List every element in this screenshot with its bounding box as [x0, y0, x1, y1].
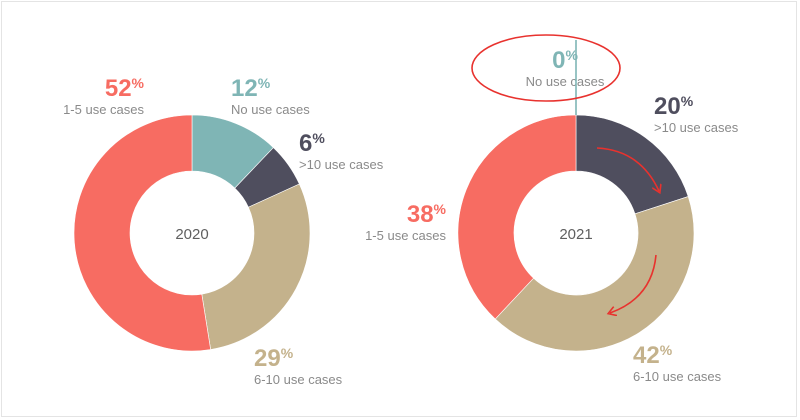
pct-label-2020-no-use-cases: 12%	[231, 75, 271, 102]
shift-arrow-lower	[610, 254, 657, 313]
donut-2021: 2021 0%No use cases 20%>10 use cases 42%6-1…	[365, 47, 739, 384]
donut-2020: 2020 12%No use cases 6%>10 use cases 29%6-1…	[63, 75, 384, 387]
pct-label-2021-gt10-use-cases: 20%	[654, 93, 694, 120]
pct-label-2021-6-10-use-cases: 42%	[633, 342, 673, 369]
slice-2021-6-10-use-cases	[494, 196, 695, 352]
category-label-2021-no-use-cases: No use cases	[526, 74, 605, 89]
shift-arrow-upper	[596, 147, 659, 191]
pct-label-2020-gt10-use-cases: 6%	[299, 130, 325, 157]
center-label-2020: 2020	[175, 226, 208, 243]
pct-label-2020-1-5-use-cases: 52%	[105, 75, 145, 102]
category-label-2020-6-10-use-cases: 6-10 use cases	[254, 372, 343, 387]
pct-label-2021-no-use-cases: 0%	[552, 47, 578, 74]
highlight-circle	[471, 34, 621, 102]
slice-2020-6-10-use-cases	[201, 183, 311, 350]
category-label-2021-gt10-use-cases: >10 use cases	[654, 120, 739, 135]
pct-label-2021-1-5-use-cases: 38%	[407, 201, 447, 228]
category-label-2020-1-5-use-cases: 1-5 use cases	[63, 102, 144, 117]
center-label-2021: 2021	[559, 226, 592, 243]
category-label-2020-gt10-use-cases: >10 use cases	[299, 157, 384, 172]
category-label-2021-6-10-use-cases: 6-10 use cases	[633, 369, 722, 384]
slice-2021-1-5-use-cases	[457, 114, 577, 320]
category-label-2021-1-5-use-cases: 1-5 use cases	[365, 228, 446, 243]
annotations	[471, 34, 659, 313]
category-label-2020-no-use-cases: No use cases	[231, 102, 310, 117]
pct-label-2020-6-10-use-cases: 29%	[254, 345, 294, 372]
